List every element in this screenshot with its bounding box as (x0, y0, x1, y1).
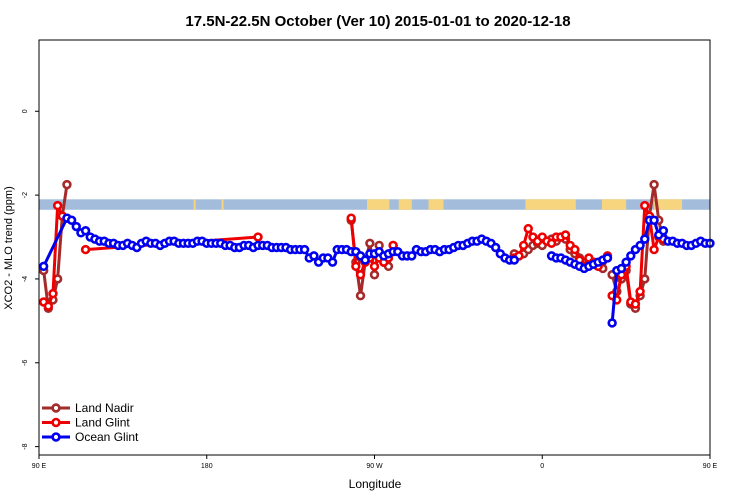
y-axis-label: XCO2 - MLO trend (ppm) (3, 186, 15, 309)
series-layer (38, 179, 715, 328)
series-1-point (355, 270, 366, 280)
series-0-point (649, 179, 659, 190)
y-tick-label-1: -2 (22, 192, 29, 198)
series-0-point (62, 179, 72, 190)
series-1-point (80, 244, 91, 255)
series-2-point (509, 255, 519, 265)
chart-title: 17.5N-22.5N October (Ver 10) 2015-01-01 … (185, 13, 570, 30)
x-tick-label-2: 90 W (366, 463, 383, 470)
series-2-point (607, 318, 617, 328)
series-1-point (560, 230, 571, 240)
series-0-point (365, 238, 375, 249)
y-axis: 0 -2 -4 -6 -8 (22, 109, 39, 450)
x-tick-label-3: 0 (540, 463, 544, 470)
series-1-point (649, 244, 659, 255)
y-tick-label-0: 0 (22, 109, 29, 113)
series-2-point (360, 255, 370, 265)
series-2-point (602, 253, 613, 263)
series-1-point (351, 261, 361, 272)
series-1-point (518, 240, 529, 251)
series-1-point (52, 200, 63, 211)
series-1-point (346, 213, 356, 223)
series-1-point (640, 200, 650, 211)
x-tick-label-4: 90 E (703, 463, 718, 470)
series-2-point (80, 226, 91, 236)
series-2-point (38, 261, 49, 272)
x-axis: 90 E 180 90 W 0 90 E (32, 455, 718, 470)
land-band-7 (654, 199, 683, 210)
series-2-point (327, 257, 338, 267)
series-2-point (71, 221, 81, 232)
x-axis-label: Longitude (349, 477, 402, 491)
series-2-point (626, 251, 636, 261)
series-2-point (490, 242, 501, 253)
legend-label-1: Land Glint (75, 416, 130, 430)
series-2-point (621, 257, 631, 267)
legend-marker-2 (51, 432, 61, 442)
series-1-point (523, 223, 533, 234)
series-1-point (48, 288, 58, 299)
series-0-point (369, 270, 380, 280)
land-band-4 (428, 199, 444, 210)
series-2 (38, 213, 715, 328)
land-band-3 (398, 199, 412, 210)
legend-marker-0 (51, 403, 61, 413)
series-1-point (635, 286, 645, 297)
series-2-point (66, 215, 77, 225)
series-2-point (649, 215, 659, 225)
legend-label-2: Ocean Glint (75, 430, 139, 444)
series-2-point (407, 251, 417, 261)
series-2-point (616, 263, 627, 274)
x-tick-label-1: 180 (201, 463, 213, 470)
series-1-point (630, 299, 641, 309)
legend-marker-1 (51, 417, 61, 428)
land-band-2 (367, 199, 390, 210)
series-0-point (355, 291, 366, 301)
series-2-point (299, 244, 310, 255)
land-band-1 (221, 199, 224, 210)
land-band-5 (525, 199, 576, 210)
land-band-6 (601, 199, 627, 210)
series-2-point (309, 251, 319, 261)
series-2-point (658, 226, 669, 236)
legend-label-0: Land Nadir (75, 401, 134, 415)
series-1-point (570, 244, 580, 255)
y-tick-label-2: -4 (22, 276, 29, 282)
series-1-point (369, 261, 380, 272)
series-2-point (640, 234, 650, 244)
y-tick-label-3: -6 (22, 360, 29, 366)
series-1-point (43, 301, 54, 311)
series-1-point (253, 232, 263, 242)
land-band-0 (193, 199, 196, 210)
land-ocean-strip (39, 199, 710, 210)
x-tick-label-0: 90 E (32, 463, 47, 470)
series-1-point (546, 238, 557, 249)
y-tick-label-4: -8 (22, 443, 29, 449)
series-2-point (635, 240, 645, 251)
